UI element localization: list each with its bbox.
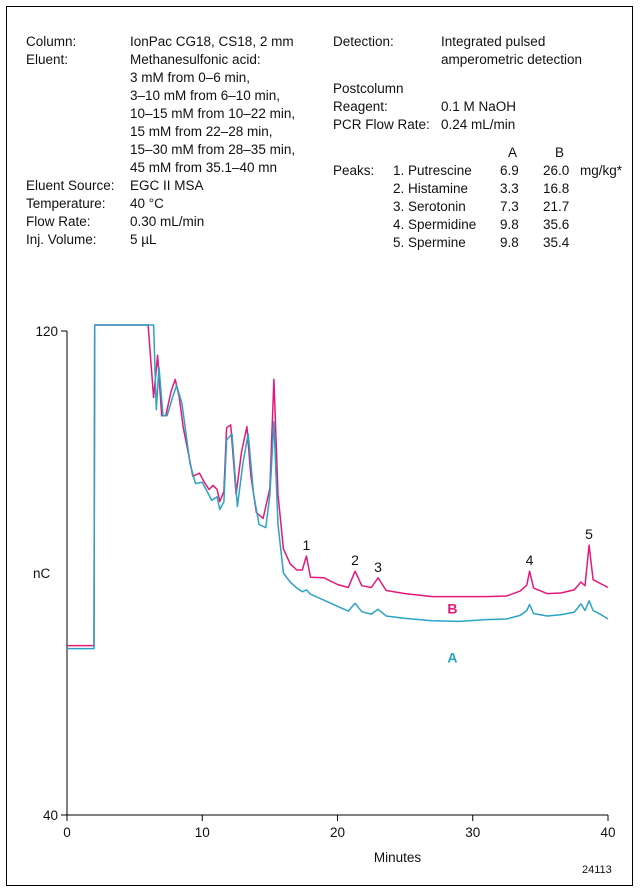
- series-line-a: [67, 324, 609, 650]
- peak-row-a: 3.3: [500, 181, 519, 196]
- eluent-value-line: 45 mM from 35.1–40 mn: [130, 160, 278, 175]
- detection-value-line: Integrated pulsed: [441, 34, 546, 49]
- eluent-value-line: 3–10 mM from 6–10 min,: [130, 88, 281, 103]
- peak-row-a: 9.8: [500, 217, 519, 232]
- x-tick-label: 0: [63, 825, 71, 840]
- peak-number-label: 1: [302, 537, 310, 553]
- eluent-value-line: 3 mM from 0–6 min,: [130, 70, 251, 85]
- y-axis-label: nC: [33, 566, 51, 581]
- peak-number-label: 5: [585, 526, 593, 542]
- peak-row-a: 9.8: [500, 235, 519, 250]
- peak-row-b: 35.6: [543, 217, 570, 232]
- postcolumn-label: Postcolumn: [333, 81, 404, 96]
- y-tick-label: 120: [35, 324, 58, 339]
- peak-row-b: 16.8: [543, 181, 570, 196]
- peaks-col-b-header: B: [555, 145, 565, 160]
- temperature-value: 40 °C: [130, 196, 164, 211]
- peak-number-label: 2: [351, 552, 359, 568]
- peak-row-b: 21.7: [543, 199, 570, 214]
- column-value: IonPac CG18, CS18, 2 mm: [130, 34, 294, 49]
- peak-row-b: 26.0: [543, 163, 570, 178]
- flow-rate-value: 0.30 mL/min: [130, 214, 205, 229]
- eluent-label: Eluent:: [26, 52, 69, 67]
- figure-frame: [6, 6, 633, 886]
- flow-rate-label: Flow Rate:: [26, 214, 91, 229]
- peak-number-label: 4: [526, 552, 534, 568]
- x-tick-label: 10: [195, 825, 210, 840]
- peak-row-a: 7.3: [500, 199, 519, 214]
- temperature-label: Temperature:: [26, 196, 106, 211]
- peaks-col-a-header: A: [508, 145, 518, 160]
- x-tick-label: 40: [600, 825, 615, 840]
- inj-volume-label: Inj. Volume:: [26, 232, 97, 247]
- peaks-label: Peaks:: [333, 163, 375, 178]
- x-tick-label: 20: [330, 825, 345, 840]
- figure-id: 24113: [582, 864, 612, 876]
- detection-value-line: amperometric detection: [441, 52, 583, 67]
- inj-volume-value: 5 µL: [130, 232, 157, 247]
- peak-number-label: 3: [374, 559, 382, 575]
- pcr-flow-rate-value: 0.24 mL/min: [441, 117, 516, 132]
- peaks-unit: mg/kg*: [580, 163, 623, 178]
- peak-row-name: 4. Spermidine: [393, 217, 477, 232]
- peak-row-name: 5. Spermine: [393, 235, 466, 250]
- column-label: Column:: [26, 34, 77, 49]
- peak-row-name: 1. Putrescine: [393, 163, 472, 178]
- peak-row-name: 3. Serotonin: [393, 199, 466, 214]
- eluent-value-line: 15–30 mM from 28–35 min,: [130, 142, 296, 157]
- detection-label: Detection:: [333, 34, 394, 49]
- series-line-b: [67, 324, 609, 647]
- eluent-value-line: Methanesulfonic acid:: [130, 52, 261, 67]
- eluent-source-value: EGC II MSA: [130, 178, 204, 193]
- eluent-value-line: 15 mM from 22–28 min,: [130, 124, 273, 139]
- peak-row-a: 6.9: [500, 163, 519, 178]
- peak-row-b: 35.4: [543, 235, 570, 250]
- eluent-source-label: Eluent Source:: [26, 178, 115, 193]
- pcr-flow-rate-label: PCR Flow Rate:: [333, 117, 430, 132]
- x-tick-label: 30: [465, 825, 480, 840]
- x-axis-label: Minutes: [374, 850, 422, 865]
- reagent-label: Reagent:: [333, 99, 388, 114]
- eluent-value-line: 10–15 mM from 10–22 min,: [130, 106, 296, 121]
- axes: [61, 330, 609, 821]
- y-tick-label: 40: [43, 808, 58, 823]
- reagent-value: 0.1 M NaOH: [441, 99, 517, 114]
- series-layer: [67, 324, 609, 650]
- peak-row-name: 2. Histamine: [393, 181, 469, 196]
- series-label-b: B: [447, 601, 457, 617]
- series-label-a: A: [447, 650, 457, 666]
